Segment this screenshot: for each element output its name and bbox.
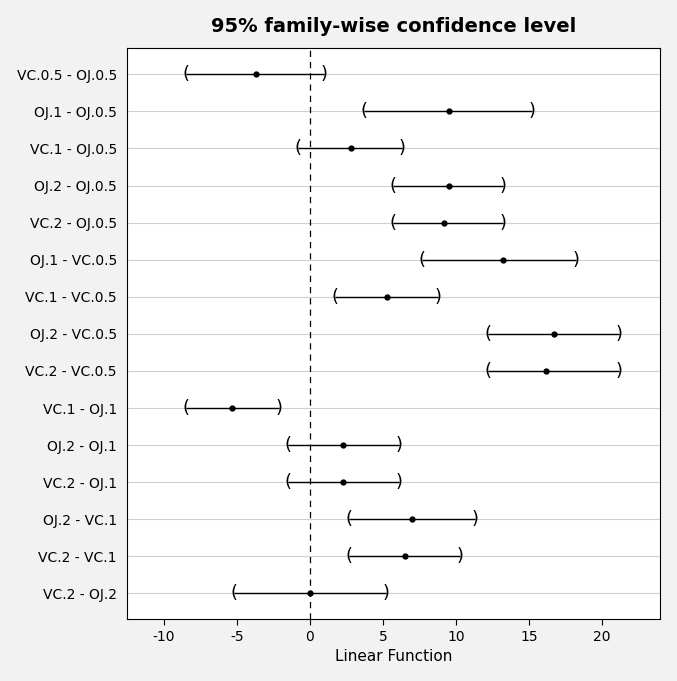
Text: (: ( bbox=[230, 584, 238, 603]
Text: ): ) bbox=[499, 176, 506, 195]
Text: (: ( bbox=[360, 102, 368, 121]
Text: ): ) bbox=[616, 362, 623, 380]
Text: (: ( bbox=[485, 325, 492, 343]
Text: ): ) bbox=[471, 510, 479, 528]
Text: ): ) bbox=[528, 102, 536, 121]
Text: ): ) bbox=[435, 288, 442, 306]
Text: ): ) bbox=[457, 548, 464, 565]
Text: ): ) bbox=[276, 399, 283, 417]
Text: (: ( bbox=[419, 251, 426, 269]
Text: ): ) bbox=[321, 65, 328, 83]
Text: ): ) bbox=[395, 473, 402, 491]
Text: (: ( bbox=[284, 473, 292, 491]
Text: ): ) bbox=[499, 214, 506, 232]
X-axis label: Linear Function: Linear Function bbox=[335, 649, 452, 665]
Text: ): ) bbox=[395, 436, 402, 454]
Text: (: ( bbox=[346, 510, 353, 528]
Text: (: ( bbox=[182, 399, 190, 417]
Text: (: ( bbox=[284, 436, 292, 454]
Text: (: ( bbox=[485, 362, 492, 380]
Text: (: ( bbox=[389, 176, 397, 195]
Text: ): ) bbox=[398, 140, 406, 157]
Text: (: ( bbox=[331, 288, 338, 306]
Text: (: ( bbox=[182, 65, 190, 83]
Text: (: ( bbox=[294, 140, 302, 157]
Text: (: ( bbox=[389, 214, 397, 232]
Text: (: ( bbox=[346, 548, 353, 565]
Text: ): ) bbox=[383, 584, 389, 603]
Title: 95% family-wise confidence level: 95% family-wise confidence level bbox=[211, 16, 576, 35]
Text: ): ) bbox=[572, 251, 579, 269]
Text: ): ) bbox=[616, 325, 623, 343]
